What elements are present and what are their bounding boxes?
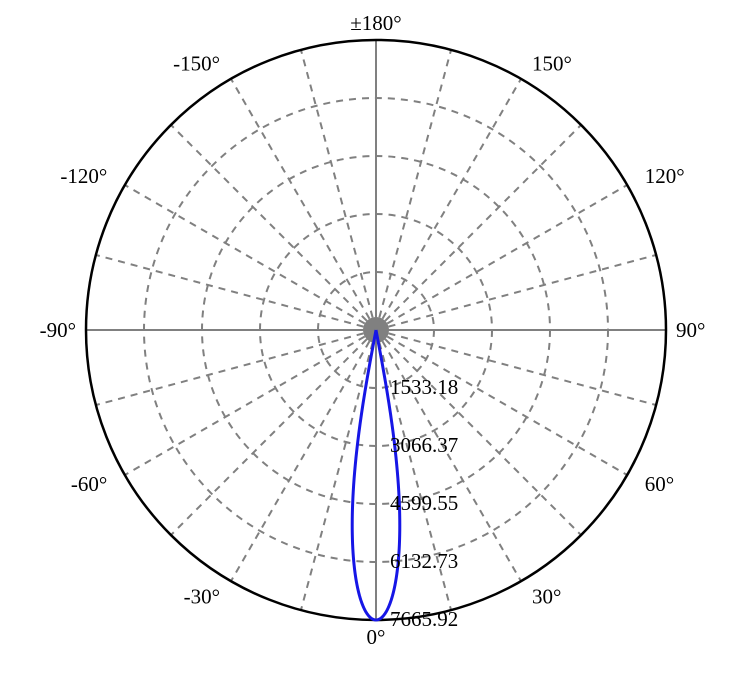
angle-label: 0°: [367, 625, 386, 649]
angle-label: -120°: [60, 164, 107, 188]
radial-label: 7665.92: [390, 607, 458, 631]
angle-label: ±180°: [350, 11, 401, 35]
angle-label: 120°: [645, 164, 685, 188]
angle-label: -90°: [40, 318, 76, 342]
radial-label: 6132.73: [390, 549, 458, 573]
angle-label: 150°: [532, 51, 572, 75]
angle-label: 90°: [676, 318, 705, 342]
polar-chart: 1533.18 3066.37 4599.55 6132.73 7665.920° 30°…: [0, 0, 752, 684]
angle-label: -30°: [184, 585, 220, 609]
angle-label: 30°: [532, 585, 561, 609]
angle-label: -60°: [71, 472, 107, 496]
radial-label: 4599.55: [390, 491, 458, 515]
radial-label: 1533.18: [390, 375, 458, 399]
angle-label: 60°: [645, 472, 674, 496]
angle-label: -150°: [173, 51, 220, 75]
radial-label: 3066.37: [390, 433, 458, 457]
